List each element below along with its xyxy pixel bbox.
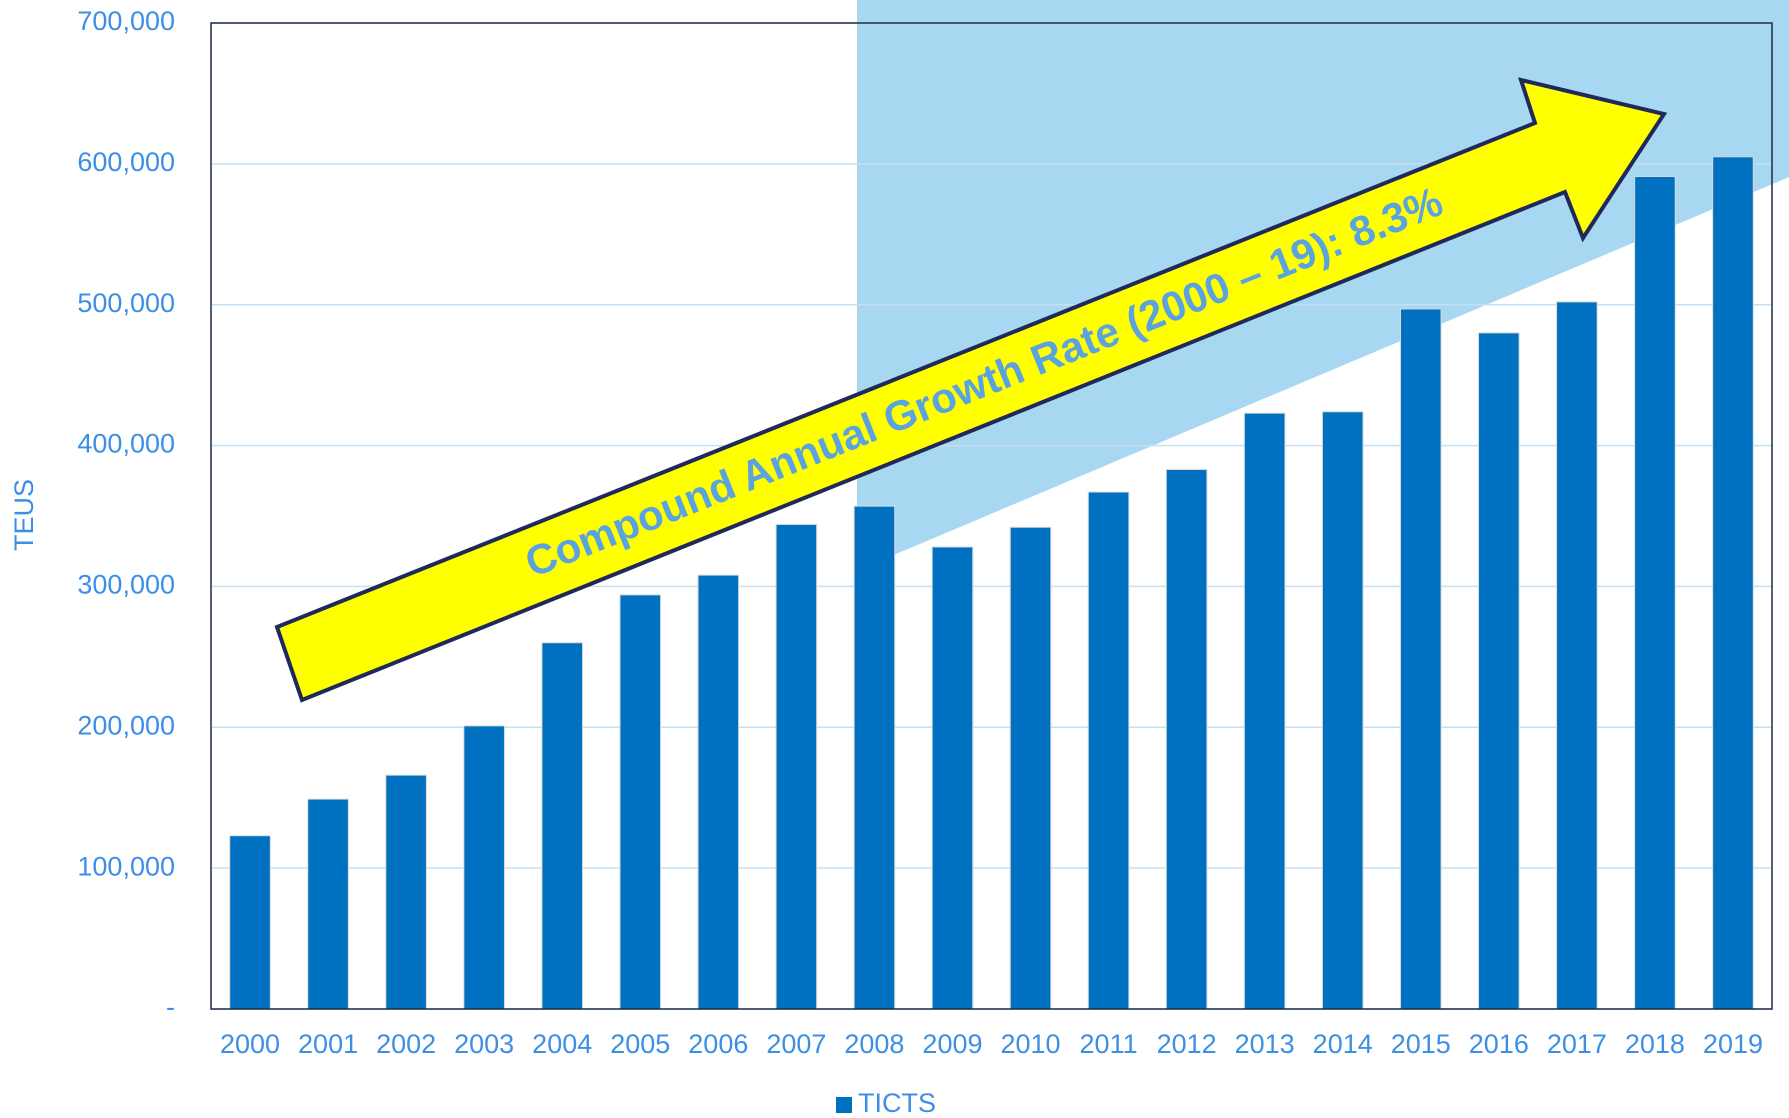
- x-tick-label: 2008: [844, 1029, 904, 1059]
- x-tick-label: 2006: [688, 1029, 748, 1059]
- bar: [697, 574, 740, 1010]
- bar: [775, 523, 818, 1010]
- bar: [385, 774, 427, 1010]
- x-tick-label: 2012: [1157, 1029, 1217, 1059]
- plot-frame: [210, 22, 1773, 1010]
- x-tick-label: 2017: [1547, 1029, 1607, 1059]
- bar: [541, 642, 584, 1010]
- growth-arrow: [274, 77, 1668, 703]
- y-tick-label: 600,000: [77, 147, 175, 177]
- bar: [619, 594, 662, 1010]
- x-tick-label: 2019: [1703, 1029, 1763, 1059]
- x-tick-label: 2013: [1235, 1029, 1295, 1059]
- x-tick-label: 2002: [376, 1029, 436, 1059]
- x-tick-label: 2007: [766, 1029, 826, 1059]
- x-tick-label: 2009: [922, 1029, 982, 1059]
- y-tick-label: 300,000: [77, 570, 175, 600]
- bar: [1087, 491, 1130, 1010]
- x-tick-label: 2003: [454, 1029, 514, 1059]
- bar: [1399, 308, 1442, 1010]
- bar: [1009, 526, 1052, 1010]
- x-tick-label: 2005: [610, 1029, 670, 1059]
- x-tick-label: 2015: [1391, 1029, 1451, 1059]
- x-tick-label: 2011: [1080, 1029, 1138, 1059]
- bar: [1165, 469, 1208, 1010]
- bar: [1556, 301, 1598, 1010]
- bar: [853, 505, 896, 1010]
- y-tick-label: -: [166, 992, 175, 1022]
- bar: [1712, 156, 1754, 1010]
- bar: [463, 725, 505, 1010]
- bar: [1243, 412, 1286, 1010]
- y-tick-label: 700,000: [77, 6, 175, 36]
- x-tick-label: 2001: [298, 1029, 358, 1059]
- y-axis-label: TEUS: [9, 479, 39, 551]
- y-tick-label: 500,000: [77, 288, 175, 318]
- y-tick-label: 400,000: [77, 429, 175, 459]
- x-tick-label: 2016: [1469, 1029, 1529, 1059]
- x-tick-label: 2004: [532, 1029, 592, 1059]
- y-tick-label: 100,000: [77, 851, 175, 881]
- bar: [1634, 176, 1676, 1010]
- bar: [1321, 411, 1364, 1010]
- legend-label: TICTS: [858, 1088, 936, 1118]
- x-tick-label: 2018: [1625, 1029, 1685, 1059]
- bar: [931, 546, 974, 1010]
- y-tick-label: 200,000: [77, 710, 175, 740]
- bar: [229, 835, 271, 1010]
- x-tick-label: 2000: [220, 1029, 280, 1059]
- x-tick-label: 2014: [1313, 1029, 1373, 1059]
- bar: [1478, 332, 1520, 1010]
- legend-swatch: [836, 1097, 852, 1113]
- x-tick-label: 2010: [1000, 1029, 1060, 1059]
- bar: [307, 798, 349, 1010]
